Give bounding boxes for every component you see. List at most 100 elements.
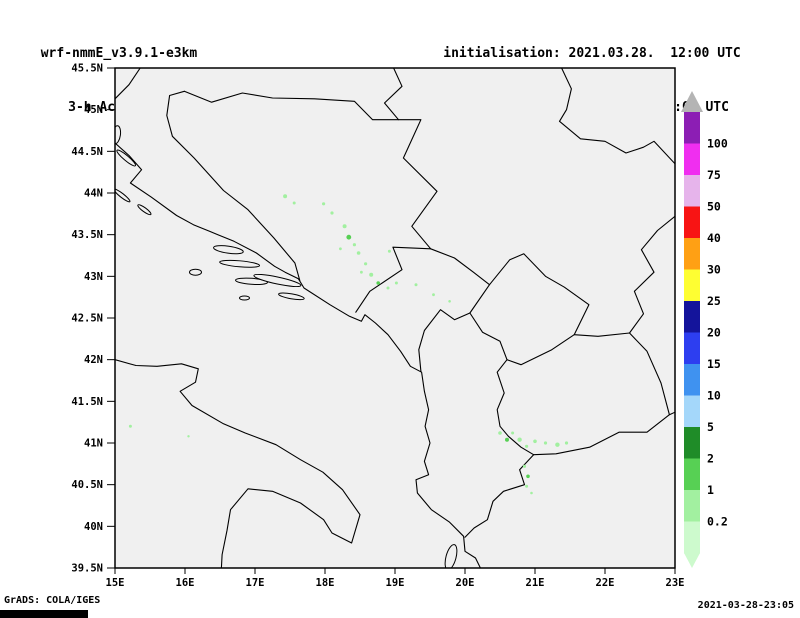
lat-tick-label: 41N [84,438,103,450]
lon-tick-label: 15E [106,577,125,589]
border-slovenia_croatia [115,68,141,100]
precip-dot [376,281,381,285]
island [189,268,202,276]
island [239,295,250,301]
lon-tick-label: 22E [596,577,615,589]
colorbar-label: 30 [707,263,721,277]
border-kosovo [469,253,590,366]
lon-tick-label: 23E [666,577,685,589]
lat-tick-label: 41.5N [71,396,103,408]
colorbar-label: 0.2 [707,515,728,529]
lat-tick-label: 45.5N [71,63,103,75]
precip-dot [394,281,398,285]
lon-tick-label: 18E [316,577,335,589]
precip-dot [525,444,529,448]
lat-tick-label: 45N [84,104,103,116]
map-background [115,68,675,568]
precip-dot [543,441,548,445]
lat-tick-label: 40N [84,521,103,533]
colorbar-segment [684,269,700,302]
border-serbia_macedonia [573,332,631,337]
precip-dot [505,437,509,442]
precip-dot [346,234,352,240]
colorbar-segment [684,364,700,397]
precip-dot [128,424,132,428]
border-macedonia_bulgaria [628,332,670,416]
model-name: wrf-nmmE_v3.9.1-e3km [40,46,198,61]
precip-dot [339,247,342,251]
precip-dot [360,270,363,274]
precip-dot [517,437,522,442]
colorbar-segment [684,206,700,239]
precip-dot [564,441,569,445]
colorbar-label: 20 [707,326,721,340]
island [278,292,305,301]
colorbar-segment [684,427,700,460]
precip-dot [555,442,560,447]
border-montenegro_serbia [430,248,491,286]
precip-dot [498,431,502,435]
colorbar-label: 2 [707,452,714,466]
lon-tick-label: 16E [176,577,195,589]
precip-dot [448,300,451,303]
precip-dot [533,439,537,444]
border-serbia_bulgaria [628,215,675,334]
colorbar-segment [684,143,700,176]
precip-dot [342,224,347,229]
lon-tick-label: 19E [386,577,405,589]
grads-credit: GrADS: COLA/IGES [4,595,101,606]
colorbar-segment [684,238,700,271]
colorbar-label: 100 [707,137,728,151]
island [137,204,152,216]
precip-dot [356,251,361,255]
lat-tick-label: 40.5N [71,479,103,491]
colorbar-segment [684,521,700,554]
border-serbia_romania [558,68,675,165]
colorbar-segment [684,175,700,208]
logo-bar [0,610,88,618]
colorbar-segment [684,395,700,428]
colorbar-label: 75 [707,168,721,182]
precip-dot [522,464,527,468]
colorbar-underflow-tip [684,553,700,568]
colorbar-segment [684,332,700,365]
colorbar-label: 50 [707,200,721,214]
precip-dot [369,272,374,277]
precip-dot [187,435,190,438]
colorbar-label: 1 [707,483,714,497]
precip-dot [352,243,356,247]
precip-dot [526,474,530,479]
border-croatia_bosnia_west [166,90,301,282]
precip-dot [387,249,391,253]
lon-tick-label: 20E [456,577,475,589]
border-bosnia_north_east [183,90,438,313]
colorbar-overflow-arrow-icon [681,91,703,112]
lat-tick-label: 44N [84,188,103,200]
precip-dot [432,293,435,297]
precip-dot [292,201,296,205]
island [219,259,261,268]
colorbar-label: 5 [707,420,714,434]
lat-tick-label: 43.5N [71,229,103,241]
colorbar-label: 25 [707,294,721,308]
lon-tick-label: 21E [526,577,545,589]
border-montenegro_albania [418,309,471,372]
lat-tick-label: 43N [84,271,103,283]
creation-timestamp: 2021-03-28-23:05 [697,600,794,611]
lat-tick-label: 39.5N [71,563,103,575]
init-time: initialisation: 2021.03.28. 12:00 UTC [443,46,741,61]
precip-dot [364,262,368,266]
lat-tick-label: 42N [84,354,103,366]
precip-dot [511,431,515,435]
precip-dot [322,202,326,206]
lat-tick-label: 42.5N [71,313,103,325]
precip-dot [283,194,288,199]
island [115,188,131,203]
coastline-adriatic_east [115,142,481,568]
border-albania_greece [464,454,535,538]
lat-tick-label: 44.5N [71,146,103,158]
colorbar-segment [684,490,700,523]
border-croatia_serbia [383,68,403,121]
